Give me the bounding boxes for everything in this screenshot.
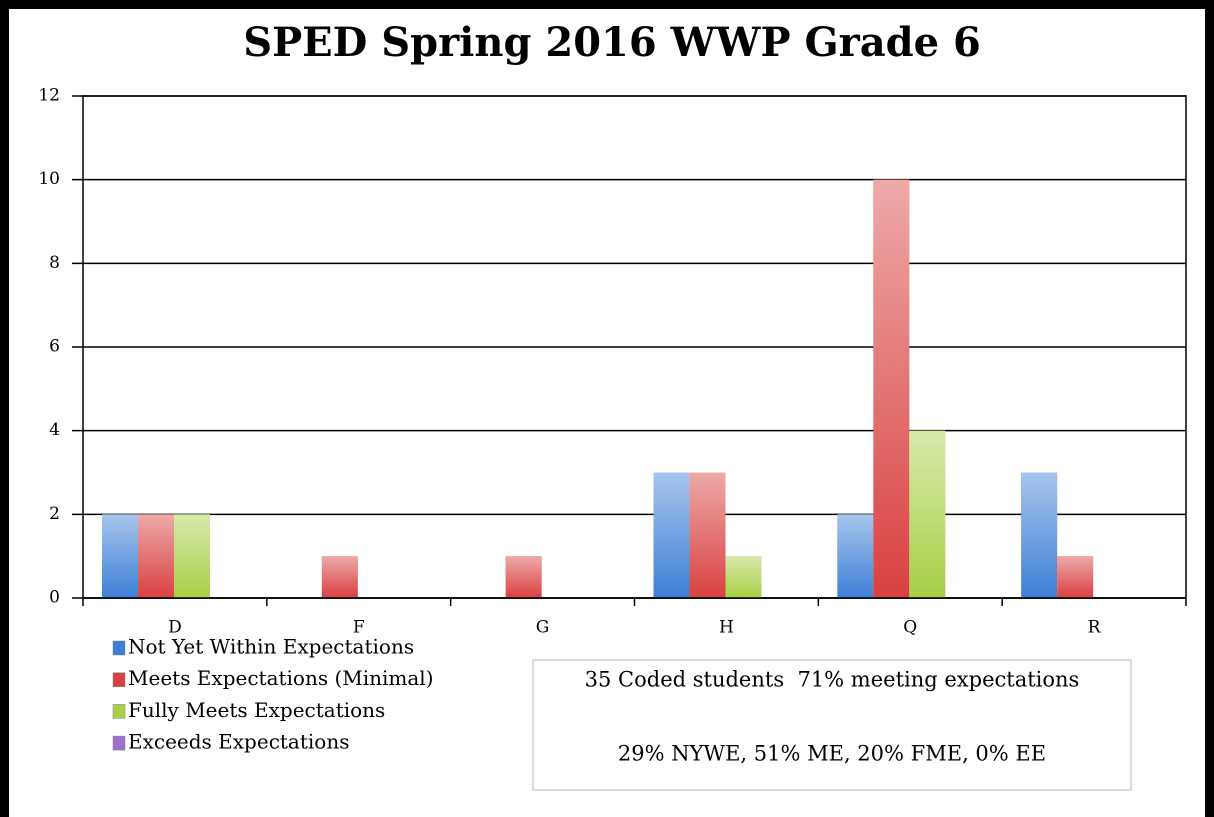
bar bbox=[102, 514, 138, 598]
x-tick-label: R bbox=[1088, 618, 1102, 638]
annotation: 35 Coded students 71% meeting expectatio… bbox=[585, 668, 1080, 692]
bar bbox=[909, 430, 946, 598]
x-tick-label: G bbox=[536, 618, 550, 638]
legend-swatch bbox=[112, 735, 126, 751]
bar bbox=[1021, 472, 1058, 598]
bar bbox=[1057, 556, 1094, 598]
annotation: 29% NYWE, 51% ME, 20% FME, 0% EE bbox=[618, 742, 1046, 766]
y-tick-label: 2 bbox=[49, 504, 60, 524]
y-tick-label: 12 bbox=[38, 86, 60, 106]
bar bbox=[174, 514, 210, 598]
chart-title: SPED Spring 2016 WWP Grade 6 bbox=[243, 19, 981, 66]
y-tick-label: 6 bbox=[49, 337, 60, 357]
legend-label: Not Yet Within Expectations bbox=[128, 635, 414, 659]
legend-label: Exceeds Expectations bbox=[128, 730, 349, 754]
bar bbox=[837, 514, 874, 598]
x-tick-label: H bbox=[719, 618, 734, 638]
note-box bbox=[532, 659, 1132, 791]
legend-swatch bbox=[112, 704, 126, 719]
legend-label: Meets Expectations (Minimal) bbox=[128, 666, 434, 690]
y-tick-label: 10 bbox=[38, 169, 60, 189]
bar bbox=[321, 556, 358, 598]
legend-label: Fully Meets Expectations bbox=[128, 698, 385, 722]
y-tick-label: 0 bbox=[49, 588, 60, 608]
y-tick-label: 4 bbox=[49, 420, 60, 440]
bar bbox=[689, 472, 726, 598]
bar bbox=[653, 472, 690, 598]
bar bbox=[725, 556, 762, 598]
bar bbox=[505, 556, 542, 598]
x-tick-label: D bbox=[168, 618, 182, 638]
y-tick-label: 8 bbox=[49, 253, 60, 273]
legend-swatch bbox=[112, 672, 126, 687]
bar bbox=[138, 514, 174, 598]
bar bbox=[873, 179, 910, 598]
legend-swatch bbox=[112, 640, 126, 656]
x-tick-label: Q bbox=[903, 618, 917, 638]
x-tick-label: F bbox=[353, 618, 365, 638]
